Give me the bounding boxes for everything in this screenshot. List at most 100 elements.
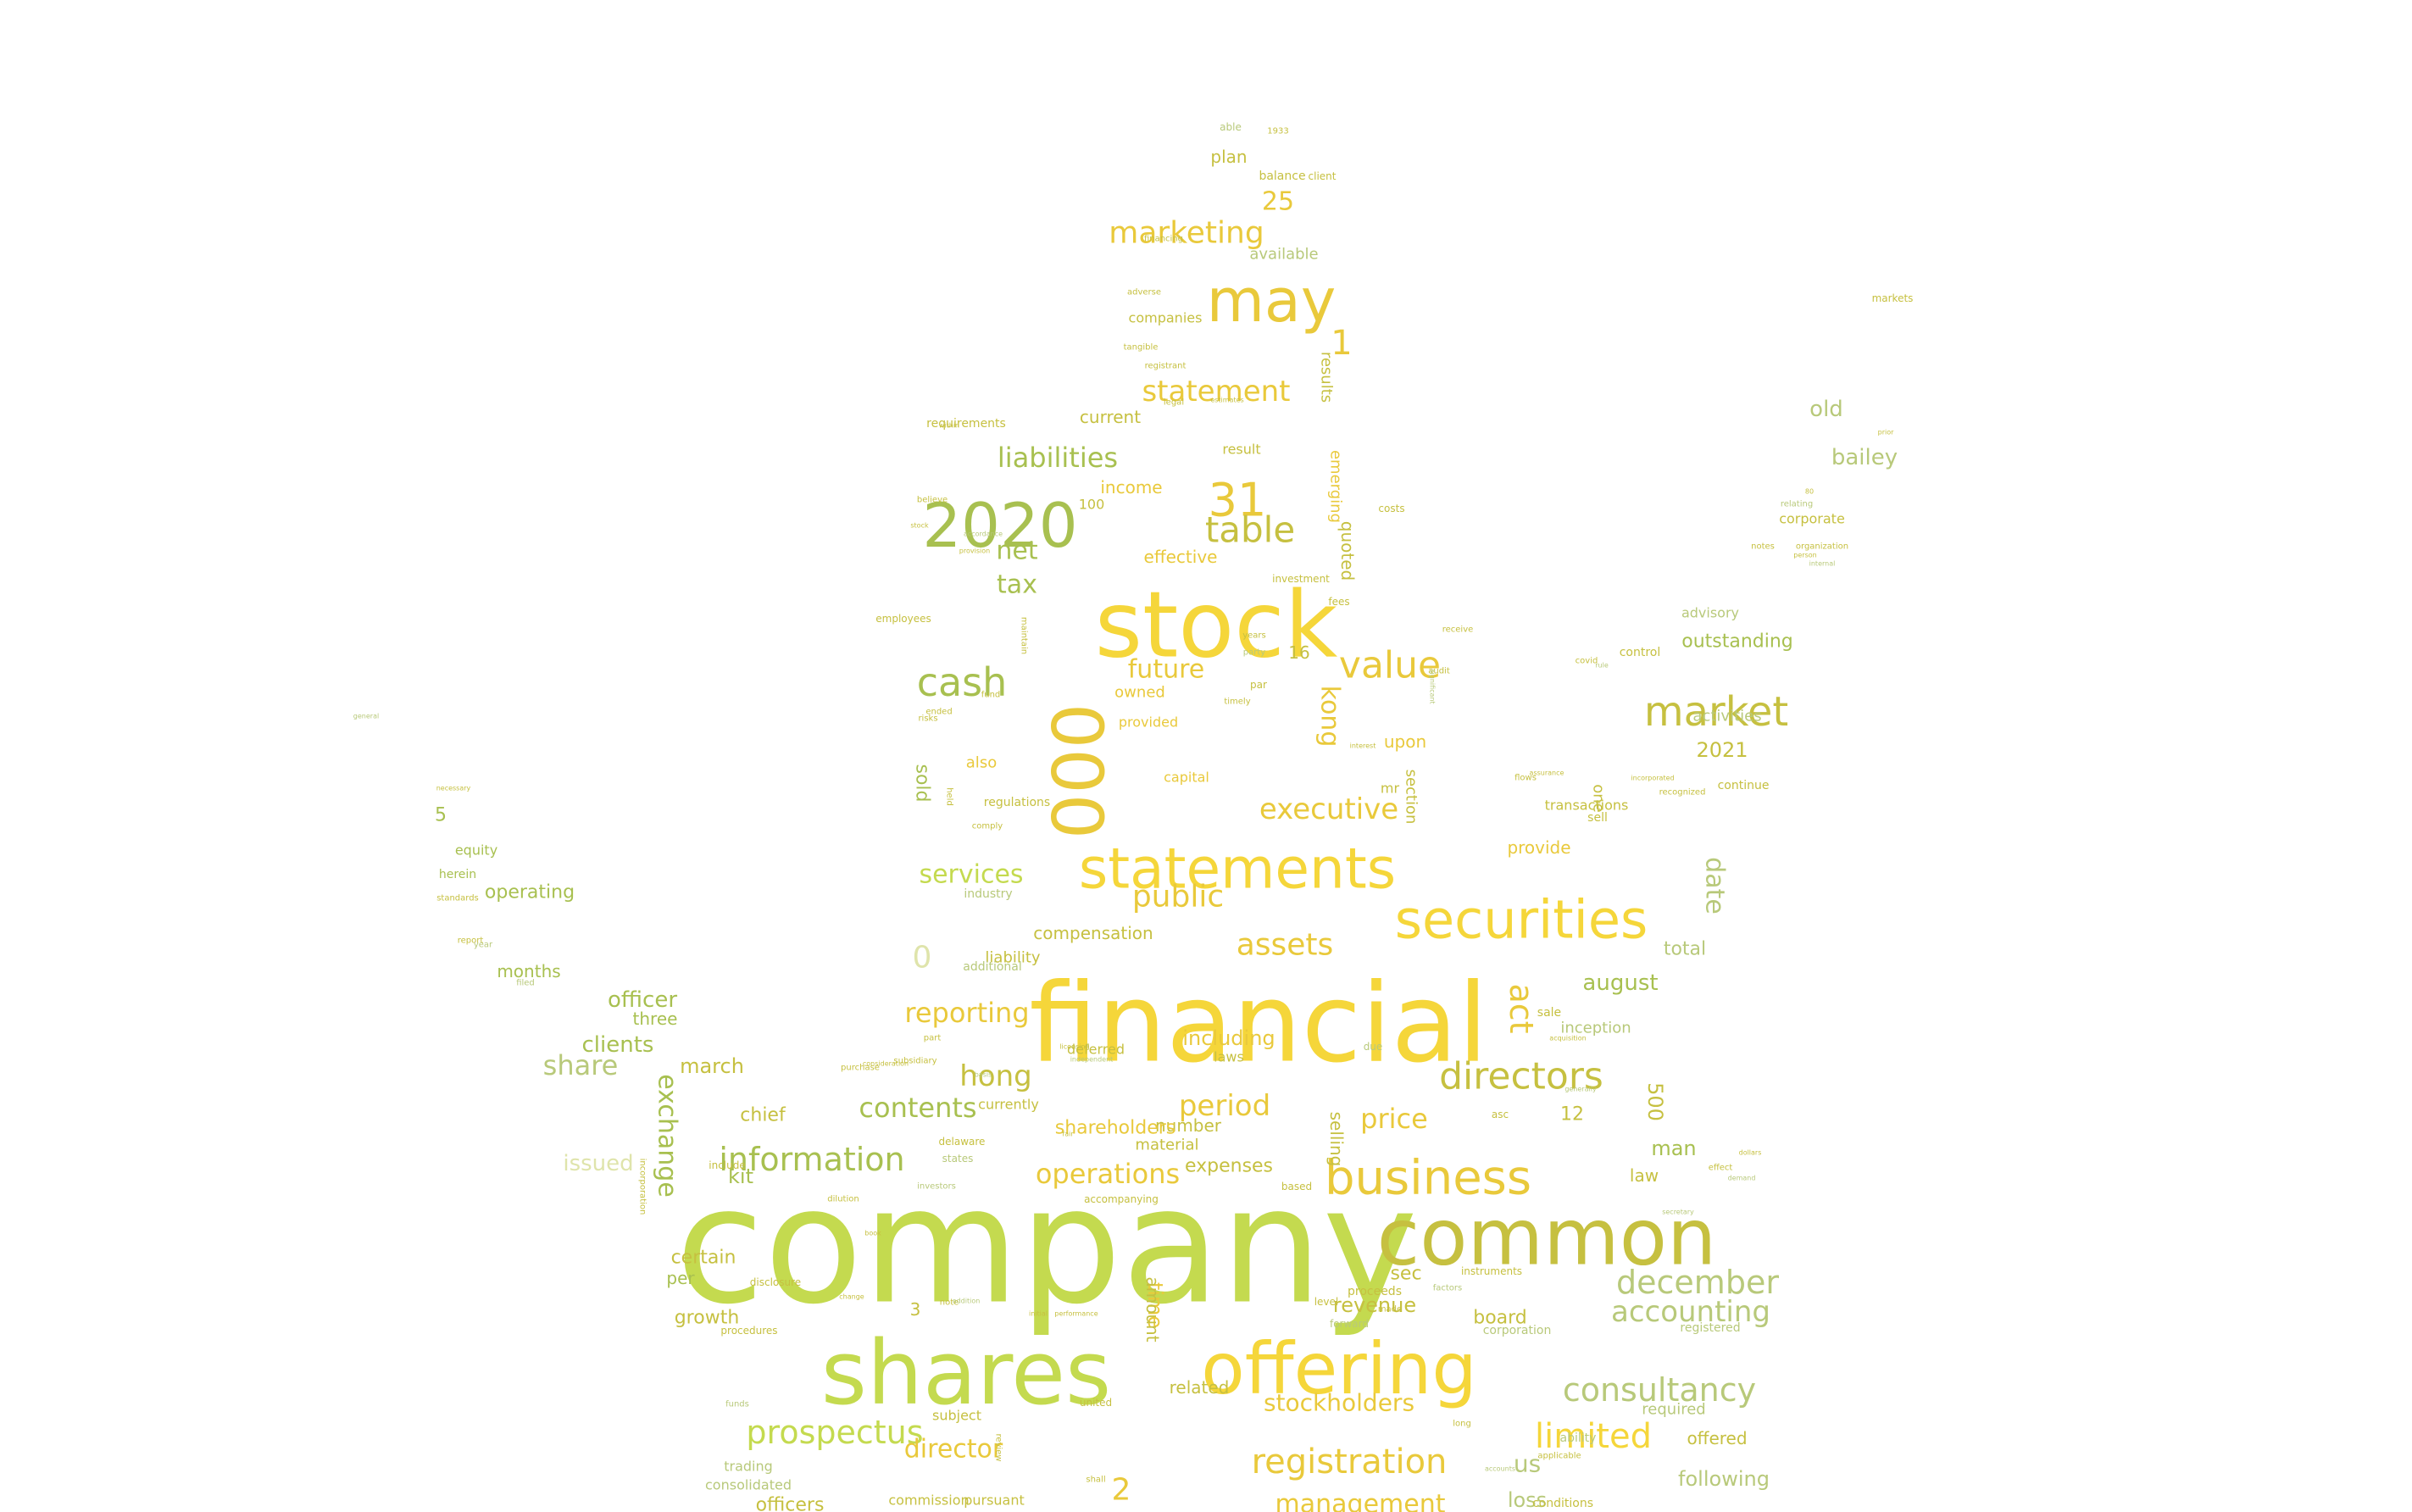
cloud-word: period [1179,1089,1270,1123]
cloud-word: selling [1326,1112,1347,1167]
cloud-word: part [924,1034,942,1043]
cloud-word: party [1243,648,1266,658]
cloud-word: consultancy [1563,1371,1756,1409]
cloud-word: costs [1378,503,1404,514]
cloud-word: march [680,1054,744,1078]
cloud-word: subject [932,1408,981,1424]
cloud-word: officer [608,987,677,1013]
cloud-word: business [1325,1151,1531,1206]
cloud-word: include [709,1159,745,1171]
cloud-word: loss [1508,1488,1547,1512]
cloud-word: requirements [926,417,1006,431]
cloud-word: 500 [1643,1082,1667,1121]
cloud-word: conditions [1532,1497,1593,1510]
cloud-word: provided [1119,714,1178,731]
cloud-word: initial [1029,1310,1048,1318]
cloud-word: 2020 [922,490,1077,561]
cloud-word: old [1809,397,1843,422]
cloud-word: fair [1062,1131,1074,1138]
cloud-word: filed [516,979,535,988]
cloud-word: level [1314,1296,1339,1308]
cloud-word: bailey [1831,445,1898,470]
cloud-word: result [1222,442,1260,458]
cloud-word: 25 [1262,187,1294,217]
cloud-word: plan [1210,147,1247,167]
cloud-word: stockholders [1264,1389,1414,1417]
cloud-word: august [1582,970,1658,996]
cloud-word: 1933 [1267,127,1288,136]
cloud-word: receive [1442,625,1474,635]
cloud-word: hong [959,1059,1031,1093]
cloud-word: control [1620,646,1661,659]
cloud-word: audit [1428,667,1450,676]
cloud-word: herein [439,868,476,881]
cloud-word: year [474,941,493,950]
cloud-word: regulations [984,796,1050,809]
cloud-word: fund [981,691,1001,700]
cloud-word: may [1207,266,1337,336]
cloud-word: continue [1718,779,1770,792]
cloud-word: related [1170,1377,1230,1398]
cloud-word: offering [1201,1327,1476,1410]
cloud-word: liabilities [998,442,1118,474]
cloud-word: legal [1164,398,1184,408]
cloud-word: offered [1687,1428,1747,1448]
cloud-word: accounting [1611,1295,1770,1329]
cloud-word: employees [875,613,931,625]
cloud-word: consideration [863,1060,909,1068]
cloud-word: director [904,1435,1003,1465]
cloud-word: adverse [1127,288,1161,297]
cloud-word: able [1220,121,1242,133]
cloud-word: incorporated [1631,775,1674,782]
cloud-word: officers [756,1495,825,1512]
cloud-word: marketing [1109,216,1264,251]
cloud-word: interest [1350,742,1376,750]
cloud-word: future [1128,655,1204,685]
cloud-word: notes [1751,542,1775,552]
cloud-word: equity [455,842,497,859]
cloud-word: current [1080,407,1141,427]
cloud-word: consolidated [705,1477,792,1493]
cloud-word: section [1403,770,1420,825]
cloud-word: financing [1144,235,1183,244]
cloud-word: forward [1330,1318,1369,1330]
cloud-word: assurance [1530,770,1564,777]
cloud-word: provision [959,548,990,555]
cloud-word: number [1155,1115,1222,1136]
cloud-word: effective [1144,547,1218,567]
cloud-word: statement [1142,375,1290,409]
cloud-word: subsidiary [893,1057,936,1066]
cloud-word: tax [997,570,1037,600]
cloud-word: investment [1272,573,1330,585]
cloud-word: act [1503,983,1540,1033]
cloud-word: date [1700,857,1730,914]
cloud-word: clients [582,1032,654,1058]
cloud-word: growth [675,1308,740,1329]
cloud-word: 80 [1805,488,1814,496]
cloud-word: 12 [1560,1104,1584,1126]
cloud-word: book [864,1230,881,1237]
cloud-word: shares [821,1321,1111,1425]
cloud-word: registered [1680,1321,1740,1335]
cloud-word: within [939,422,959,430]
cloud-word: covid [1576,657,1598,666]
cloud-word: recognized [1659,788,1706,798]
cloud-word: liability [985,949,1041,967]
cloud-word: contents [859,1092,976,1124]
cloud-word: licensing [1059,1043,1089,1051]
cloud-word: sell [1587,811,1608,825]
cloud-word: 2 [1112,1473,1131,1508]
cloud-word: material [1135,1137,1198,1154]
cloud-word: 31 [1209,474,1267,527]
cloud-word: kit [728,1165,753,1188]
cloud-word: including [1182,1026,1275,1050]
cloud-word: months [497,961,560,981]
cloud-word: performance [1054,1310,1098,1318]
cloud-word: shall [1086,1476,1105,1485]
cloud-word: par [1250,679,1267,691]
cloud-word: flows [1514,774,1537,783]
cloud-word: laws [1214,1049,1244,1065]
cloud-word: generally [1564,1086,1597,1093]
cloud-word: funds [725,1400,749,1409]
cloud-word: man [1651,1137,1696,1160]
